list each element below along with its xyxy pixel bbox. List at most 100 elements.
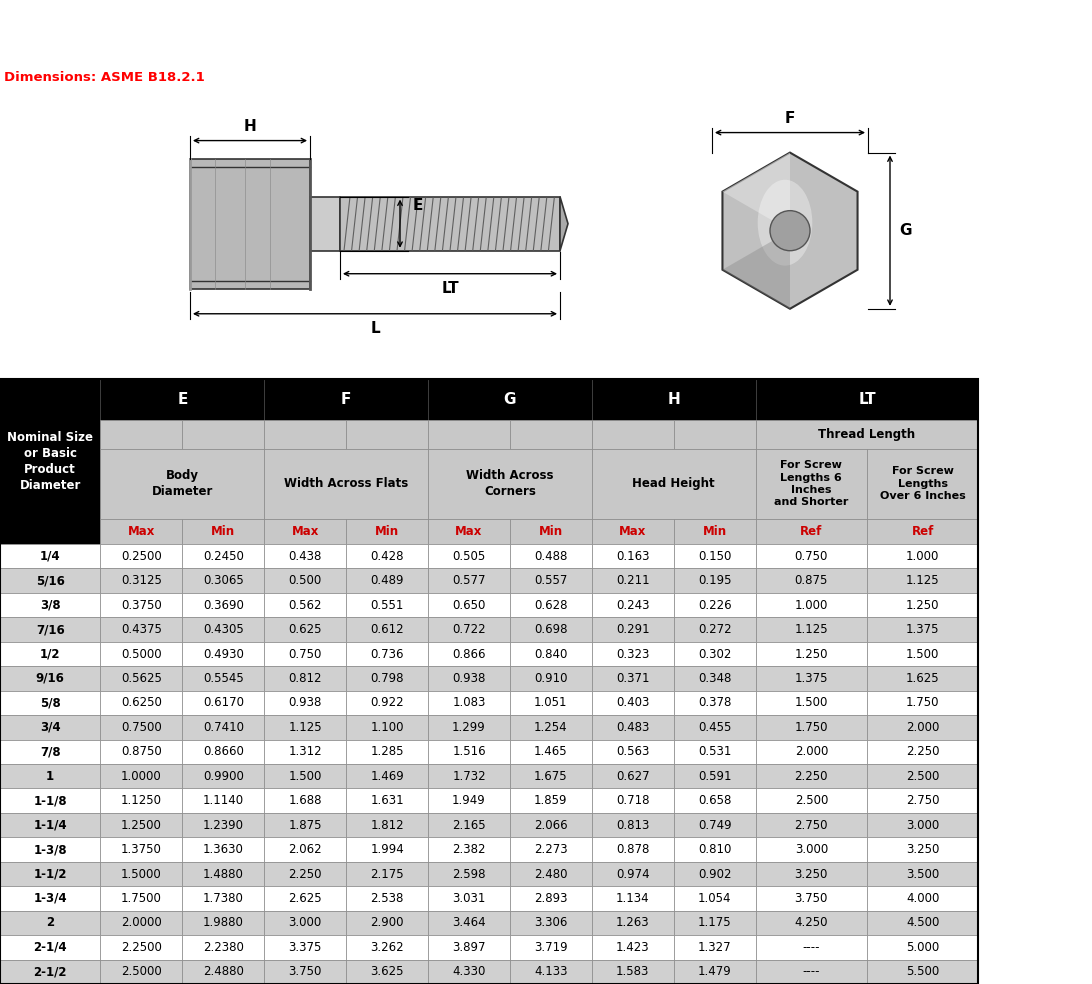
Text: 1.125: 1.125 (906, 575, 939, 587)
Bar (592, 887, 674, 910)
Bar (867, 764, 978, 788)
Bar (182, 617, 264, 642)
Bar (264, 666, 346, 691)
Bar (867, 691, 978, 715)
Bar (756, 379, 978, 420)
Text: 2.2380: 2.2380 (203, 941, 244, 953)
Text: 1.2390: 1.2390 (203, 819, 244, 831)
Text: 1.5000: 1.5000 (121, 868, 162, 881)
Text: 2.250: 2.250 (288, 868, 322, 881)
Text: 1.1140: 1.1140 (203, 794, 244, 807)
Text: 3.750: 3.750 (795, 892, 828, 905)
Text: Max: Max (128, 524, 155, 538)
Bar (346, 887, 428, 910)
Text: 3.031: 3.031 (452, 892, 486, 905)
Bar (0, 666, 100, 691)
Bar (182, 642, 264, 666)
Text: 2.273: 2.273 (534, 843, 568, 856)
Bar (510, 666, 592, 691)
Text: 2.893: 2.893 (534, 892, 568, 905)
Bar (346, 715, 428, 740)
Text: 0.505: 0.505 (452, 550, 486, 563)
Text: 2.250: 2.250 (906, 745, 939, 759)
Text: 0.2500: 0.2500 (121, 550, 162, 563)
Bar (674, 666, 756, 691)
Bar (346, 837, 428, 862)
Bar (510, 617, 592, 642)
Bar (756, 420, 978, 449)
Text: 0.4305: 0.4305 (203, 623, 244, 636)
Text: 0.5000: 0.5000 (121, 647, 162, 660)
Bar (340, 197, 560, 251)
Text: 0.627: 0.627 (616, 769, 650, 782)
Text: 1.054: 1.054 (698, 892, 732, 905)
Text: 1.875: 1.875 (288, 819, 322, 831)
Bar (592, 379, 756, 420)
Bar (592, 569, 674, 593)
Bar (346, 519, 428, 544)
Bar (346, 935, 428, 959)
Text: 2-1/2: 2-1/2 (34, 965, 67, 978)
Bar (100, 379, 264, 420)
Bar (264, 642, 346, 666)
Text: 1.125: 1.125 (795, 623, 828, 636)
Bar (867, 813, 978, 837)
Bar (182, 837, 264, 862)
Bar (182, 959, 264, 984)
Bar (346, 910, 428, 935)
Text: G: G (900, 223, 912, 238)
Text: 3.262: 3.262 (370, 941, 404, 953)
Text: 3.500: 3.500 (906, 868, 939, 881)
Text: 1.312: 1.312 (288, 745, 322, 759)
Text: 1.375: 1.375 (906, 623, 939, 636)
Bar (756, 715, 867, 740)
Text: 1.625: 1.625 (906, 672, 939, 685)
Bar (264, 935, 346, 959)
Bar (510, 544, 592, 569)
Bar (100, 935, 182, 959)
Text: 0.5625: 0.5625 (121, 672, 162, 685)
Text: 0.563: 0.563 (616, 745, 650, 759)
Bar (428, 764, 510, 788)
Bar (867, 837, 978, 862)
Text: 0.291: 0.291 (616, 623, 650, 636)
Bar (182, 813, 264, 837)
Bar (756, 569, 867, 593)
Bar (510, 715, 592, 740)
Text: 7/8: 7/8 (40, 745, 60, 759)
Bar (674, 617, 756, 642)
Bar (264, 887, 346, 910)
Text: 0.736: 0.736 (370, 647, 404, 660)
Bar (0, 593, 100, 617)
Text: 0.323: 0.323 (616, 647, 650, 660)
Text: 0.3690: 0.3690 (203, 598, 244, 612)
Bar (674, 788, 756, 813)
Bar (0, 862, 100, 887)
Text: 1.250: 1.250 (795, 647, 828, 660)
Text: 0.4375: 0.4375 (121, 623, 162, 636)
Bar (867, 862, 978, 887)
Text: 3.000: 3.000 (795, 843, 828, 856)
Text: 1.051: 1.051 (534, 697, 568, 709)
Bar (756, 862, 867, 887)
Text: 5/16: 5/16 (36, 575, 64, 587)
Bar (264, 617, 346, 642)
Bar (756, 666, 867, 691)
Text: 3.897: 3.897 (452, 941, 486, 953)
Bar (264, 959, 346, 984)
Text: 1.583: 1.583 (616, 965, 650, 978)
Bar (264, 420, 346, 449)
Text: 2.175: 2.175 (370, 868, 404, 881)
Text: Min: Min (211, 524, 236, 538)
Text: 0.628: 0.628 (534, 598, 568, 612)
Text: For Screw
Lengths 6
Inches
and Shorter: For Screw Lengths 6 Inches and Shorter (774, 461, 848, 508)
Text: 1.465: 1.465 (534, 745, 568, 759)
Bar (428, 617, 510, 642)
Bar (510, 691, 592, 715)
Bar (428, 449, 592, 519)
Bar (346, 764, 428, 788)
Bar (592, 740, 674, 764)
Text: 2.5000: 2.5000 (121, 965, 162, 978)
Bar (510, 935, 592, 959)
Bar (264, 813, 346, 837)
